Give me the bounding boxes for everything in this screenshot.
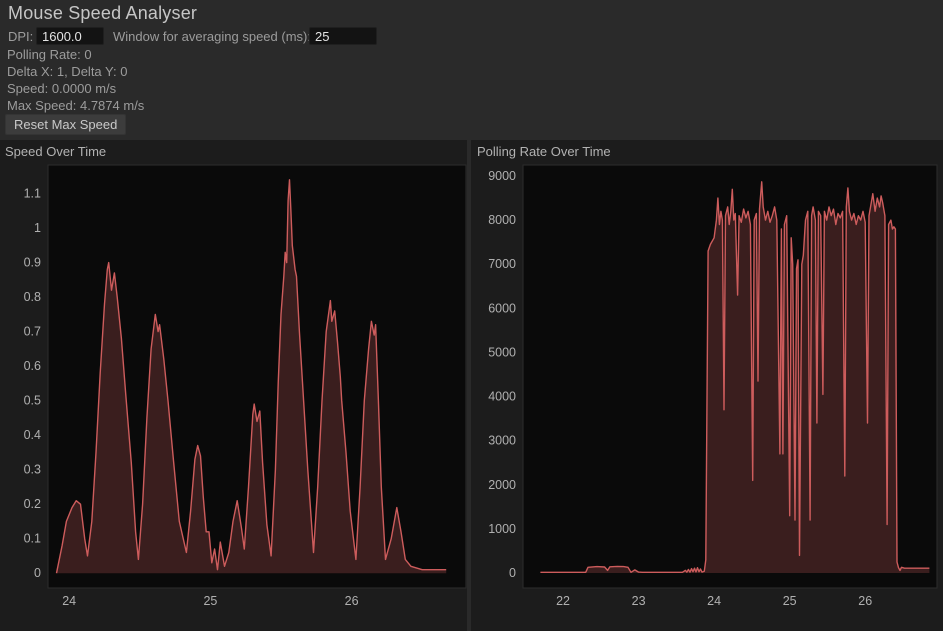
- page-title: Mouse Speed Analyser: [8, 3, 198, 23]
- svg-text:0.4: 0.4: [24, 428, 41, 442]
- svg-text:9000: 9000: [488, 169, 516, 183]
- svg-text:24: 24: [707, 594, 721, 608]
- svg-text:0.1: 0.1: [24, 532, 41, 546]
- svg-text:5000: 5000: [488, 345, 516, 359]
- svg-text:26: 26: [345, 594, 359, 608]
- x-axis-labels: 22 23 24 25 26: [556, 594, 872, 608]
- averaging-window-input[interactable]: [309, 27, 377, 45]
- series-line: [540, 181, 930, 573]
- svg-text:6000: 6000: [488, 301, 516, 315]
- svg-text:2000: 2000: [488, 478, 516, 492]
- dpi-label: DPI:: [8, 29, 34, 44]
- polling-rate-readout: Polling Rate: 0: [7, 47, 92, 62]
- svg-text:8000: 8000: [488, 213, 516, 227]
- svg-text:3000: 3000: [488, 434, 516, 448]
- svg-text:22: 22: [556, 594, 570, 608]
- svg-text:0: 0: [34, 566, 41, 580]
- y-axis-labels: 0 1000 2000 3000 4000 5000 6000 7000 8000 9000: [488, 169, 516, 580]
- averaging-window-label: Window for averaging speed (ms):: [113, 29, 311, 44]
- svg-text:25: 25: [783, 594, 797, 608]
- x-axis-labels: 24 25 26: [62, 594, 358, 608]
- svg-text:25: 25: [203, 594, 217, 608]
- series-area-fill: [540, 181, 930, 574]
- svg-text:0.6: 0.6: [24, 359, 41, 373]
- svg-text:1: 1: [34, 221, 41, 235]
- svg-text:7000: 7000: [488, 257, 516, 271]
- svg-text:0.5: 0.5: [24, 394, 41, 408]
- plot-area: [47, 164, 467, 589]
- polling-chart-title: Polling Rate Over Time: [477, 144, 611, 159]
- dpi-input[interactable]: [36, 27, 104, 45]
- svg-text:0.2: 0.2: [24, 497, 41, 511]
- svg-text:24: 24: [62, 594, 76, 608]
- svg-text:0.7: 0.7: [24, 325, 41, 339]
- svg-text:0.8: 0.8: [24, 290, 41, 304]
- delta-readout: Delta X: 1, Delta Y: 0: [7, 64, 128, 79]
- series-line: [55, 179, 447, 574]
- svg-text:0: 0: [509, 566, 516, 580]
- max-speed-readout: Max Speed: 4.7874 m/s: [7, 98, 145, 113]
- series-area-fill: [56, 179, 447, 574]
- svg-text:1000: 1000: [488, 522, 516, 536]
- svg-text:0.3: 0.3: [24, 463, 41, 477]
- reset-max-speed-button[interactable]: Reset Max Speed: [5, 114, 127, 135]
- svg-text:26: 26: [858, 594, 872, 608]
- svg-text:4000: 4000: [488, 390, 516, 404]
- svg-text:1.1: 1.1: [24, 187, 41, 201]
- speed-readout: Speed: 0.0000 m/s: [7, 81, 117, 96]
- svg-text:0.9: 0.9: [24, 256, 41, 270]
- svg-text:23: 23: [632, 594, 646, 608]
- speed-chart: 0 0.1 0.2 0.3 0.4 0.5 0.6 0.7 0.8 0.9 1 1.1 24 25 26: [24, 164, 467, 608]
- y-axis-labels: 0 0.1 0.2 0.3 0.4 0.5 0.6 0.7 0.8 0.9 1 1.1: [24, 187, 41, 581]
- speed-chart-title: Speed Over Time: [5, 144, 107, 159]
